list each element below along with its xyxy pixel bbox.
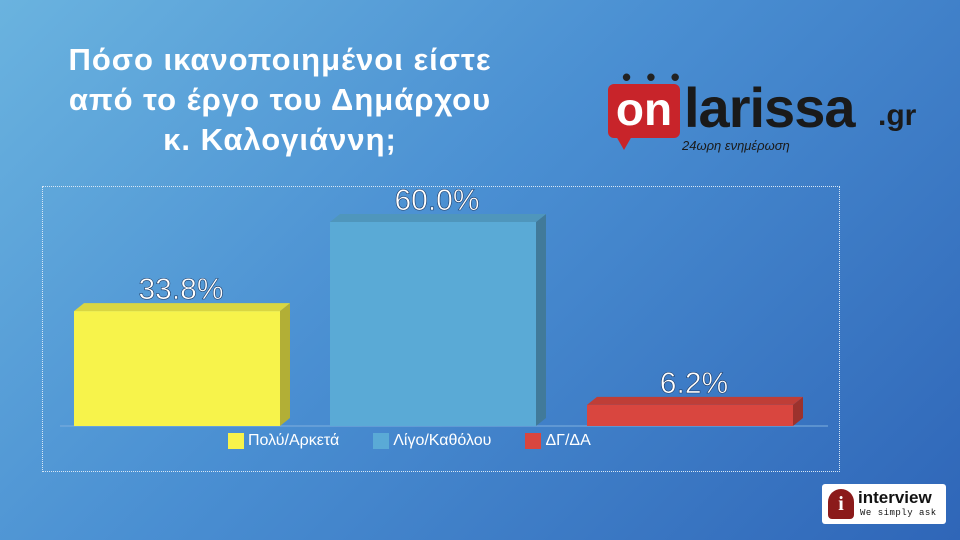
- bar-value-label-1: 33.8%: [138, 273, 223, 306]
- bar-1: [74, 303, 290, 426]
- title-line-1: Πόσο ικανοποιημένοι είστε: [68, 42, 492, 77]
- bar-2: [330, 214, 546, 426]
- bar-value-label-2: 60.0%: [394, 184, 479, 217]
- legend-swatch-1: [228, 433, 244, 449]
- chart-frame: [42, 186, 840, 472]
- legend-label-2: Λίγο/Καθόλου: [393, 432, 492, 449]
- legend-item-3: ΔΓ/ΔΑ: [525, 432, 591, 450]
- logo-tld: .gr: [878, 99, 917, 132]
- legend-label-3: ΔΓ/ΔΑ: [545, 432, 591, 449]
- title-line-3: κ. Καλογιάννη;: [163, 122, 397, 157]
- bar-top-1: [74, 303, 290, 312]
- logo-tagline: 24ωρη ενημέρωση: [682, 138, 790, 153]
- logo-name: larissa: [684, 76, 855, 139]
- bar-side-1: [280, 303, 290, 426]
- bar-side-3: [793, 396, 803, 426]
- bar-top-2: [330, 214, 546, 222]
- interview-badge-icon: i: [828, 489, 854, 519]
- bar-value-label-3: 6.2%: [660, 367, 728, 400]
- legend-item-1: Πολύ/Αρκετά: [228, 432, 339, 450]
- bar-3: [587, 396, 803, 426]
- legend-swatch-2: [373, 433, 390, 449]
- bar-front-2: [330, 222, 536, 426]
- logo-on-badge: on: [608, 84, 680, 150]
- bar-front-1: [74, 311, 280, 426]
- interview-logo: i interview We simply ask: [822, 484, 946, 524]
- chart-title: Πόσο ικανοποιημένοι είστε από το έργο το…: [20, 40, 540, 160]
- interview-slogan: We simply ask: [860, 508, 937, 518]
- bar-front-3: [587, 404, 793, 426]
- title-line-2: από το έργο του Δημάρχου: [68, 82, 492, 117]
- chart-legend: Πολύ/Αρκετά Λίγο/Καθόλου ΔΓ/ΔΑ: [228, 432, 591, 450]
- legend-label-1: Πολύ/Αρκετά: [248, 432, 340, 449]
- bar-top-3: [587, 396, 803, 405]
- legend-item-2: Λίγο/Καθόλου: [373, 432, 491, 450]
- bar-side-2: [536, 214, 546, 426]
- interview-word: interview: [858, 488, 932, 507]
- legend-swatch-3: [525, 433, 542, 449]
